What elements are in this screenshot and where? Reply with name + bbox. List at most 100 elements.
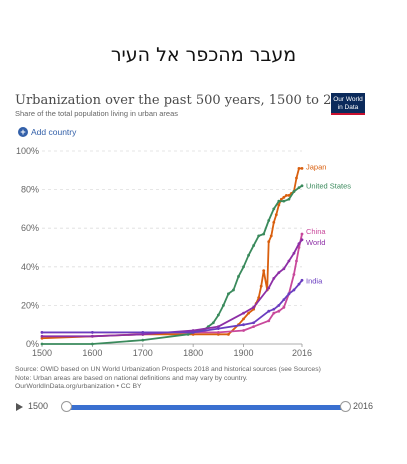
data-point xyxy=(242,323,245,327)
timeline-start-handle[interactable] xyxy=(61,401,72,412)
data-point xyxy=(277,199,281,203)
data-point xyxy=(292,251,296,255)
data-point xyxy=(262,232,266,236)
data-point xyxy=(267,219,271,222)
data-point xyxy=(40,331,44,334)
data-point xyxy=(292,288,296,292)
data-point xyxy=(282,195,286,199)
data-point xyxy=(252,244,256,247)
play-icon[interactable] xyxy=(16,403,23,411)
data-point xyxy=(272,307,276,311)
x-tick-label: 1600 xyxy=(82,348,102,358)
data-point xyxy=(191,329,195,332)
data-point xyxy=(252,305,256,309)
data-point xyxy=(227,292,230,296)
x-tick-label: 1500 xyxy=(32,348,52,358)
data-point xyxy=(292,273,296,276)
data-point xyxy=(257,234,261,238)
data-point xyxy=(272,207,276,211)
y-tick-label: 60% xyxy=(21,223,39,233)
source-line: Source: OWID based on UN World Urbanizat… xyxy=(15,366,321,373)
data-point xyxy=(282,267,286,271)
data-point xyxy=(267,319,271,323)
y-tick-label: 100% xyxy=(16,146,39,156)
data-point xyxy=(292,190,296,193)
series-lines xyxy=(40,166,304,346)
data-point xyxy=(221,304,225,307)
data-point xyxy=(216,327,220,330)
data-point xyxy=(191,331,195,334)
series-line xyxy=(41,167,302,340)
chart-card: Urbanization over the past 500 years, 15… xyxy=(8,88,373,418)
source-note: Source: OWID based on UN World Urbanizat… xyxy=(15,366,321,392)
series-line xyxy=(42,239,303,338)
data-point xyxy=(295,176,298,180)
timeline-end-handle[interactable] xyxy=(340,401,351,412)
data-point xyxy=(247,253,250,257)
data-point xyxy=(297,186,301,190)
data-point xyxy=(216,313,220,317)
data-point xyxy=(272,221,276,224)
data-point xyxy=(232,288,235,292)
data-point xyxy=(287,193,291,197)
url-line[interactable]: OurWorldInData.org/urbanization • CC BY xyxy=(15,383,142,391)
x-tick-label: 1900 xyxy=(234,348,254,358)
data-point xyxy=(295,259,298,263)
data-point xyxy=(40,334,44,338)
data-point xyxy=(216,331,220,334)
series-line xyxy=(42,279,303,334)
series-line xyxy=(42,184,303,345)
data-point xyxy=(242,317,245,321)
data-point xyxy=(272,276,276,280)
timeline-slider[interactable]: 1500 2016 xyxy=(16,400,373,416)
data-point xyxy=(40,342,44,346)
data-point xyxy=(40,336,44,340)
data-point xyxy=(141,338,145,342)
data-point xyxy=(284,193,288,197)
y-tick-label: 80% xyxy=(21,185,39,195)
data-point xyxy=(252,325,256,329)
series-label: China xyxy=(306,227,326,236)
data-point xyxy=(242,265,245,269)
data-point xyxy=(287,292,291,296)
data-point xyxy=(297,166,301,170)
data-point xyxy=(277,309,281,313)
series-label: World xyxy=(306,238,325,247)
data-point xyxy=(300,238,304,242)
page-heading: מעבר מהכפר אל העיר xyxy=(110,44,297,66)
data-point xyxy=(274,213,278,217)
y-tick-label: 40% xyxy=(21,262,39,272)
axis-ticks: 0% 20% 40% 60% 80% 100% 1500 1600 1700 1800 1900 20… xyxy=(16,146,312,358)
series-label: Japan xyxy=(306,162,326,171)
data-point xyxy=(90,334,94,338)
data-point xyxy=(287,259,291,263)
y-tick-label: 20% xyxy=(21,300,39,310)
data-point xyxy=(297,282,301,286)
add-country-button[interactable]: + Add country xyxy=(18,127,76,137)
chart-title: Urbanization over the past 500 years, 15… xyxy=(15,93,357,108)
data-point xyxy=(211,321,215,325)
line-chart: 0% 20% 40% 60% 80% 100% 1500 1600 1700 1800 1900 20… xyxy=(16,146,351,358)
data-point xyxy=(279,197,283,201)
data-point xyxy=(300,184,304,188)
owid-logo[interactable]: Our World in Data xyxy=(331,93,365,115)
data-point xyxy=(282,199,286,203)
logo-line-1: Our World xyxy=(333,96,363,103)
data-point xyxy=(247,311,250,315)
data-point xyxy=(297,242,301,246)
data-point xyxy=(300,232,304,236)
data-point xyxy=(242,329,245,332)
data-point xyxy=(90,342,94,346)
y-tick-label: 0% xyxy=(26,339,39,349)
chart-subtitle: Share of the total population living in … xyxy=(15,109,179,118)
data-point xyxy=(259,284,263,288)
data-point xyxy=(141,331,145,334)
data-point xyxy=(186,332,190,336)
data-point xyxy=(90,331,94,334)
data-point xyxy=(272,311,276,315)
timeline-track[interactable] xyxy=(67,405,345,410)
data-point xyxy=(252,321,256,325)
series-label: United States xyxy=(306,182,351,191)
x-tick-label: 2016 xyxy=(292,348,312,358)
x-tick-label: 1800 xyxy=(183,348,203,358)
